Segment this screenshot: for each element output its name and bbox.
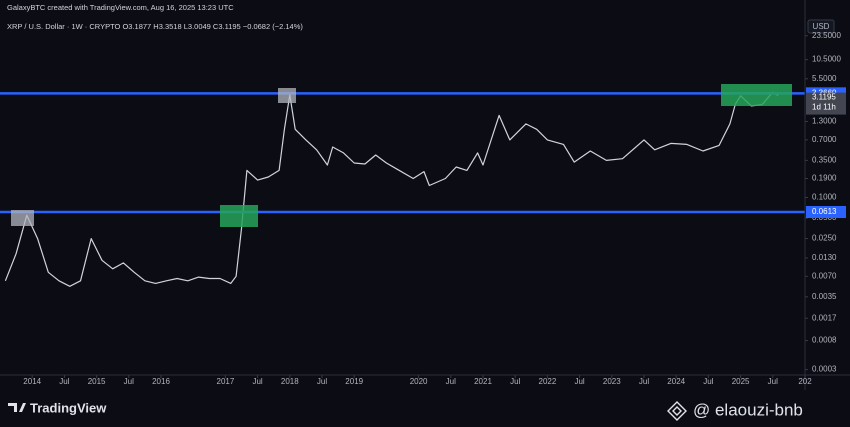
y-tick-label: 0.0035 [812,292,837,301]
header-title: GalaxyBTC created with TradingView.com, … [7,3,234,12]
footer [0,392,850,427]
y-tick-label: 0.7000 [812,135,837,144]
x-tick-label: 2015 [88,377,106,386]
y-tick-label: 0.0008 [812,336,837,345]
axis-overlay: 23.5000 10.5000 5.5000 1.3000 0.7000 0.3500 0.… [23,31,846,386]
price-line-label-bg [806,205,846,218]
zone-box [721,84,792,106]
x-tick-label: Jul [768,377,778,386]
watermark-icon [667,401,687,421]
y-tick-label: 10.5000 [812,55,841,64]
x-tick-label: 2018 [281,377,299,386]
x-tick-label: Jul [510,377,520,386]
x-tick-label: 2025 [732,377,750,386]
x-tick-label: Jul [574,377,584,386]
y-tick-label: 0.3500 [812,155,837,164]
last-price-label: 3.1195 [812,93,836,102]
x-tick-label: Jul [446,377,456,386]
x-tick-label: 2024 [667,377,685,386]
x-tick-label: Jul [639,377,649,386]
currency-button[interactable] [807,19,835,34]
x-tick-label: 2019 [345,377,363,386]
y-tick-label: 5.5000 [812,74,837,83]
y-tick-label: 0.0250 [812,234,837,243]
y-tick-label: 0.0070 [812,271,837,280]
x-tick-label: Jul [124,377,134,386]
logo-icon [8,403,26,412]
zone-box [220,205,258,227]
x-tick-label: 2014 [23,377,41,386]
symbol-info: XRP / U.S. Dollar · 1W · CRYPTO O3.1877 … [7,22,303,31]
y-tick-label: 0.0017 [812,313,837,322]
zone-box [278,88,296,103]
x-tick-label: 2016 [152,377,170,386]
watermark: @ elaouzi-bnb [693,400,803,419]
currency-label[interactable]: USD [813,22,830,31]
y-tick-label: 0.1000 [812,193,837,202]
x-tick-label: 2022 [539,377,557,386]
last-price-bg [806,92,846,115]
x-tick-label: Jul [703,377,713,386]
x-tick-label: 2017 [217,377,235,386]
x-tick-label: Jul [317,377,327,386]
countdown: 1d 11h [812,103,836,112]
y-tick-label: 0.1900 [812,174,837,183]
logo-text: TradingView [30,400,107,415]
y-tick-label: 23.5000 [812,31,841,40]
y-tick-label: 0.0130 [812,253,837,262]
x-tick-label: 2023 [603,377,621,386]
y-tick-label: 1.3000 [812,117,837,126]
zone-box [11,210,34,226]
plot-area [0,91,805,287]
x-tick-label: Jul [252,377,262,386]
price-line [4,91,779,287]
y-tick-label: 0.0003 [812,365,837,374]
x-tick-label: 2021 [474,377,492,386]
x-tick-label: 2020 [410,377,428,386]
x-tick-label: 202 [798,377,812,386]
price-line-label: 0.0613 [812,207,837,216]
x-tick-label: Jul [59,377,69,386]
